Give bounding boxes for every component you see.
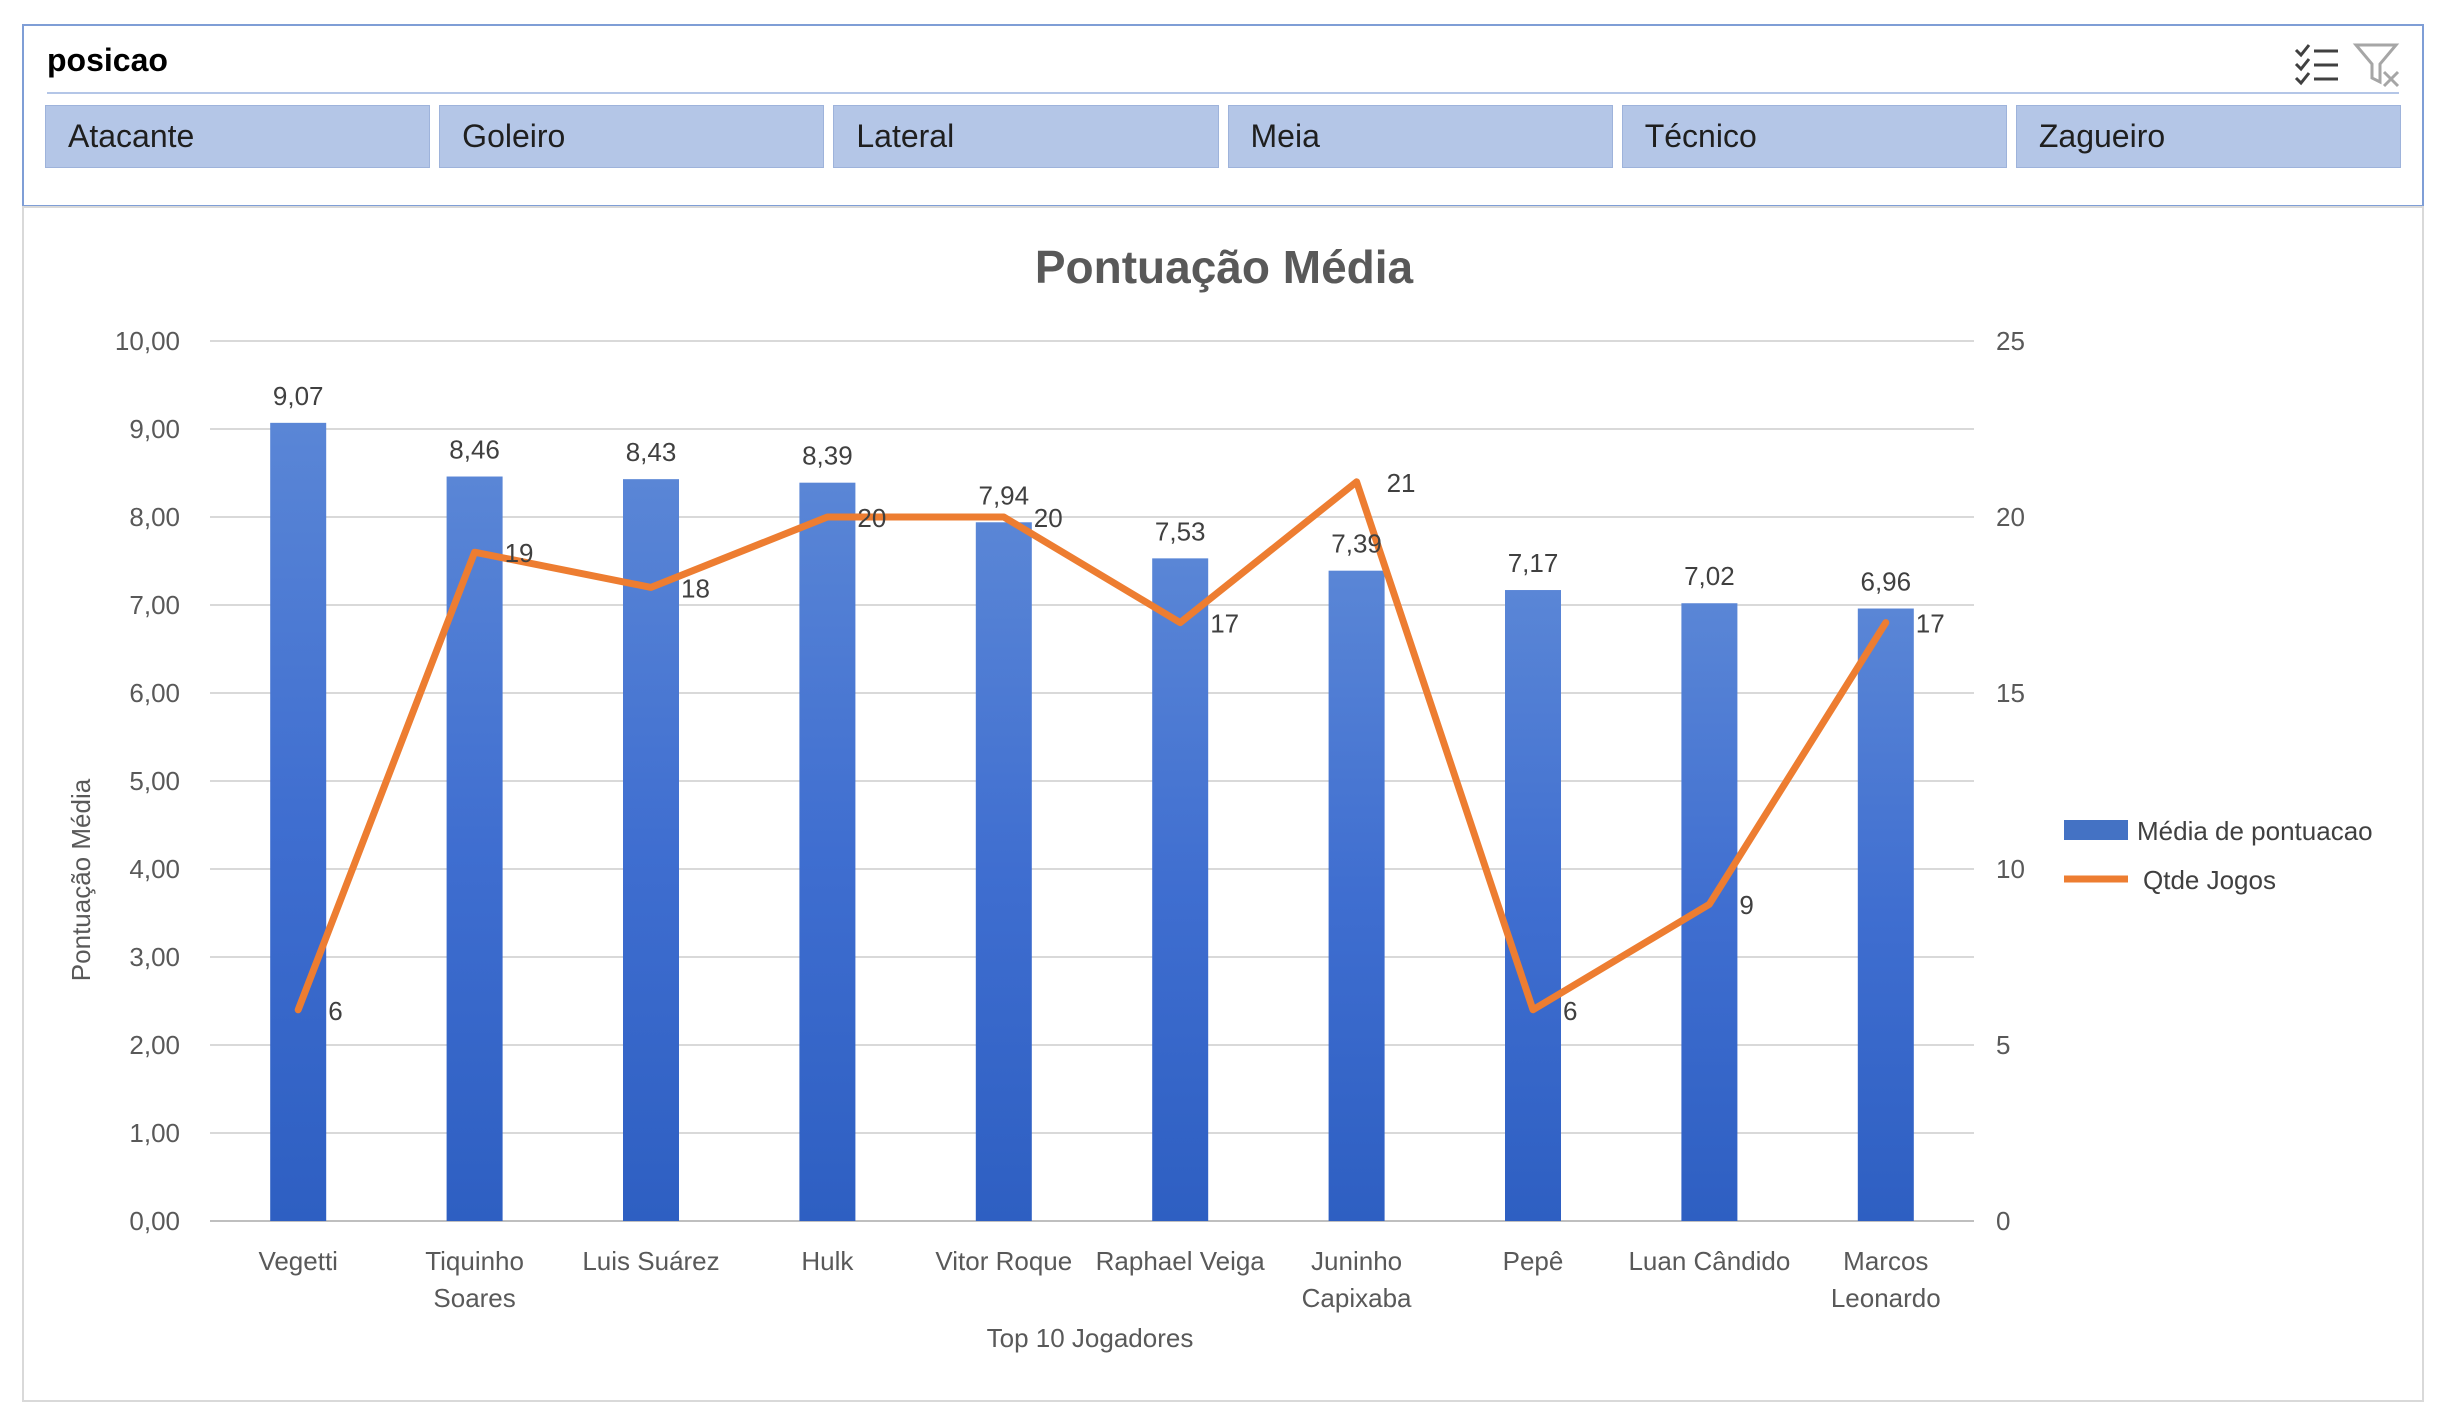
- y2-tick-label: 0: [1996, 1206, 2010, 1236]
- slicer-button-atacante[interactable]: Atacante: [45, 105, 431, 168]
- y-tick-label: 4,00: [129, 854, 180, 884]
- x-tick-label: Vegetti: [258, 1246, 338, 1276]
- legend-label-line: Qtde Jogos: [2143, 865, 2276, 895]
- x-tick-label: Luan Cândido: [1628, 1246, 1790, 1276]
- bar: [270, 422, 327, 1222]
- line-data-label: 20: [857, 503, 886, 533]
- y2-tick-label: 25: [1996, 326, 2025, 356]
- line-data-label: 9: [1739, 890, 1753, 920]
- y-tick-label: 5,00: [129, 766, 180, 796]
- slicer-title: posicao: [47, 42, 168, 78]
- x-tick-label: Marcos: [1843, 1246, 1928, 1276]
- y-tick-label: 10,00: [115, 326, 180, 356]
- line-data-label: 18: [681, 573, 710, 603]
- slicer-button-tecnico[interactable]: Técnico: [1621, 105, 2007, 168]
- line-data-label: 6: [328, 996, 342, 1026]
- qtde-jogos-line: [294, 478, 1890, 1014]
- slicer-button-meia[interactable]: Meia: [1227, 105, 1613, 168]
- bar-data-label: 7,94: [978, 480, 1029, 510]
- bar-data-label: 7,17: [1508, 548, 1559, 578]
- y-axis-title: Pontuação Média: [66, 778, 96, 981]
- y-tick-label: 6,00: [129, 678, 180, 708]
- x-tick-label: Capixaba: [1302, 1283, 1412, 1313]
- bar: [1857, 608, 1914, 1221]
- bar: [975, 522, 1032, 1221]
- y-tick-label: 0,00: [129, 1206, 180, 1236]
- legend-swatch-bar: [2064, 820, 2128, 840]
- line-data-label: 20: [1034, 503, 1063, 533]
- x-tick-label: Leonardo: [1831, 1283, 1941, 1313]
- bar: [799, 482, 856, 1221]
- y-tick-label: 7,00: [129, 590, 180, 620]
- y-tick-label: 1,00: [129, 1118, 180, 1148]
- slicer-button-zagueiro[interactable]: Zagueiro: [2015, 105, 2402, 168]
- slicer-button-row: Atacante Goleiro Lateral Meia Técnico Za…: [45, 105, 2402, 168]
- bar-data-label: 6,96: [1860, 567, 1911, 597]
- x-tick-label: Tiquinho: [425, 1246, 524, 1276]
- slicer-button-lateral[interactable]: Lateral: [833, 105, 1219, 168]
- bar: [623, 479, 679, 1221]
- y-tick-label: 2,00: [129, 1030, 180, 1060]
- slicer-button-goleiro[interactable]: Goleiro: [439, 105, 825, 168]
- y-tick-label: 3,00: [129, 942, 180, 972]
- line-data-label: 17: [1916, 609, 1945, 639]
- bar-data-label: 8,39: [802, 441, 853, 471]
- bar-data-label: 7,53: [1155, 516, 1206, 546]
- line-data-label: 17: [1210, 609, 1239, 639]
- x-tick-label: Vitor Roque: [935, 1246, 1072, 1276]
- bar-data-label: 7,39: [1331, 529, 1382, 559]
- clear-filter-icon[interactable]: [2352, 40, 2402, 88]
- posicao-slicer: posicao Atacante Goleiro Lateral Meia Té…: [22, 24, 2424, 207]
- bar-data-label: 7,02: [1684, 561, 1735, 591]
- bar-data-label: 8,43: [626, 437, 677, 467]
- x-tick-label: Raphael Veiga: [1096, 1246, 1266, 1276]
- bar: [446, 476, 503, 1221]
- x-axis-title: Top 10 Jogadores: [987, 1323, 1194, 1353]
- x-tick-label: Soares: [433, 1283, 515, 1313]
- y2-tick-label: 15: [1996, 678, 2025, 708]
- slicer-divider: [47, 92, 2399, 94]
- line-data-label: 19: [505, 538, 534, 568]
- x-tick-label: Hulk: [801, 1246, 854, 1276]
- bar: [1505, 590, 1561, 1221]
- legend: Média de pontuacao Qtde Jogos: [2064, 816, 2373, 895]
- chart-title: Pontuação Média: [1035, 241, 1414, 293]
- legend-label-bar: Média de pontuacao: [2137, 816, 2373, 846]
- x-tick-label: Luis Suárez: [582, 1246, 719, 1276]
- y2-tick-label: 20: [1996, 502, 2025, 532]
- line-data-label: 21: [1387, 468, 1416, 498]
- chart-panel[interactable]: Pontuação Média 9,07 8,46 8,43 8,39 7,94 7,53…: [22, 206, 2424, 1402]
- y2-tick-label: 10: [1996, 854, 2025, 884]
- line-data-label: 6: [1563, 996, 1577, 1026]
- bar: [1152, 558, 1209, 1221]
- multi-select-icon[interactable]: [2292, 40, 2342, 88]
- combo-chart: Pontuação Média 9,07 8,46 8,43 8,39 7,94 7,53…: [66, 241, 2373, 1353]
- bar-data-label: 9,07: [273, 381, 324, 411]
- x-tick-label: Juninho: [1311, 1246, 1402, 1276]
- bar-data-label: 8,46: [449, 435, 500, 465]
- y-tick-label: 8,00: [129, 502, 180, 532]
- y2-tick-label: 5: [1996, 1030, 2010, 1060]
- y-tick-label: 9,00: [129, 414, 180, 444]
- x-tick-label: Pepê: [1503, 1246, 1564, 1276]
- bar: [1328, 570, 1385, 1221]
